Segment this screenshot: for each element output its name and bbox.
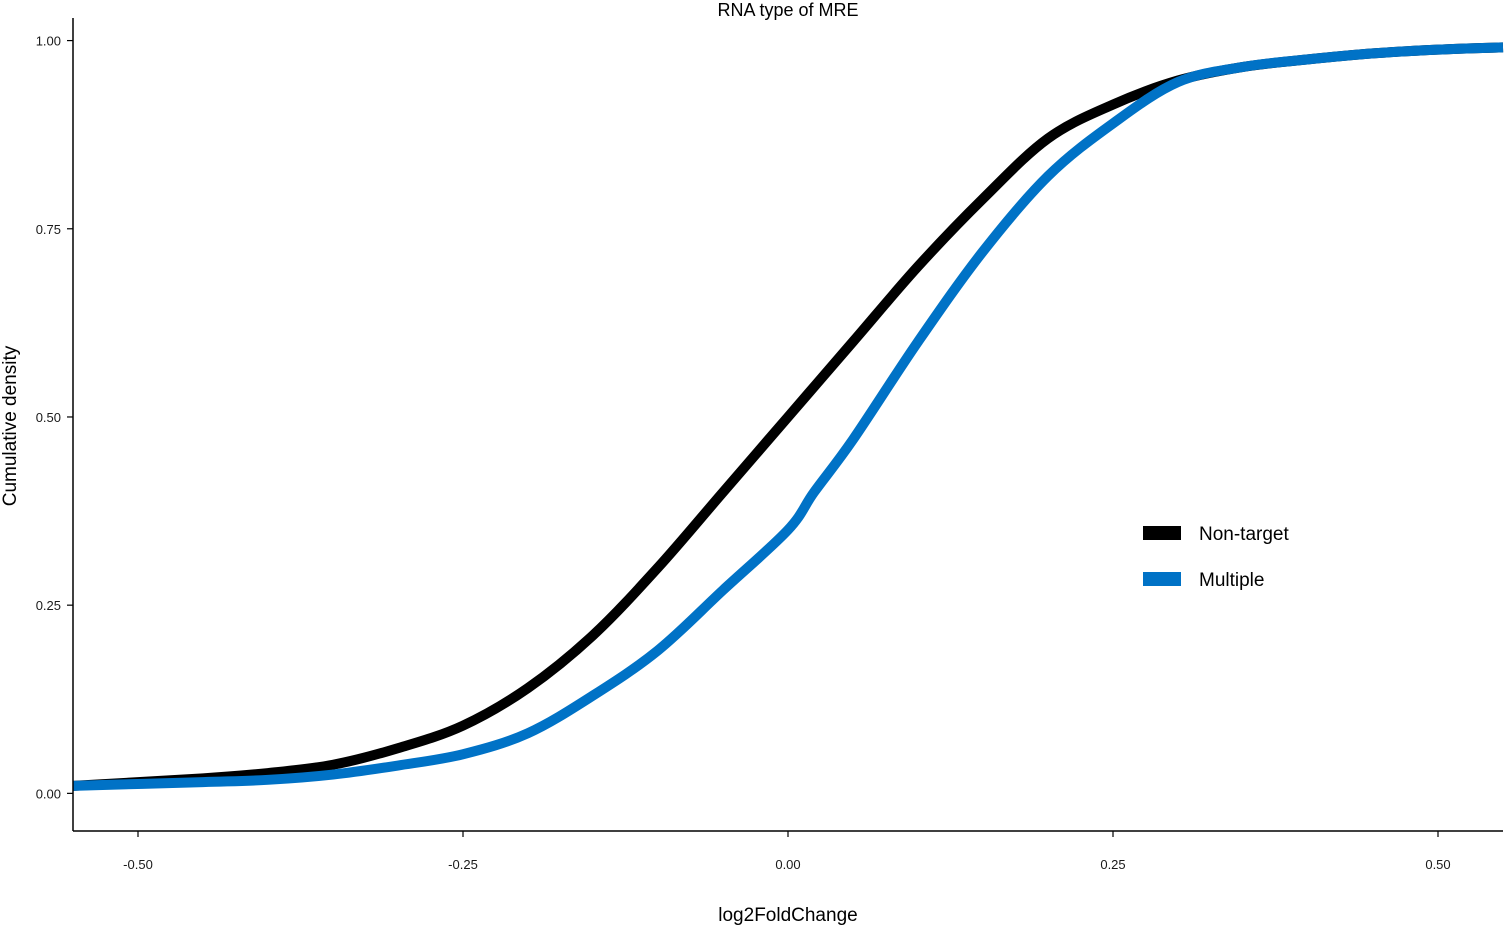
y-tick-label: 0.50 — [36, 410, 61, 425]
x-tick-label: 0.25 — [1100, 857, 1125, 872]
series-layer — [72, 42, 1504, 791]
y-tick-label: 0.75 — [36, 222, 61, 237]
legend-label-multiple: Multiple — [1199, 570, 1264, 591]
x-tick-label: -0.25 — [448, 857, 478, 872]
x-axis-title: log2FoldChange — [718, 905, 857, 926]
series-line-multiple — [72, 42, 1504, 791]
y-axis-title: Cumulative density — [0, 345, 21, 506]
legend: Non-target Multiple — [1143, 524, 1289, 591]
legend-key-non-target — [1143, 526, 1181, 540]
y-tick-label: 0.25 — [36, 598, 61, 613]
y-tick-label: 1.00 — [36, 34, 61, 49]
x-tick-label: 0.50 — [1425, 857, 1450, 872]
x-ticks: -0.50 -0.25 0.00 0.25 0.50 — [123, 831, 1451, 872]
x-tick-label: -0.50 — [123, 857, 153, 872]
x-tick-label: 0.00 — [775, 857, 800, 872]
series-line-non-target — [72, 42, 1504, 791]
chart-title: RNA type of MRE — [717, 0, 858, 20]
legend-key-multiple — [1143, 572, 1181, 586]
y-tick-label: 0.00 — [36, 786, 61, 801]
legend-label-non-target: Non-target — [1199, 524, 1289, 545]
y-ticks: 0.00 0.25 0.50 0.75 1.00 — [36, 34, 73, 801]
